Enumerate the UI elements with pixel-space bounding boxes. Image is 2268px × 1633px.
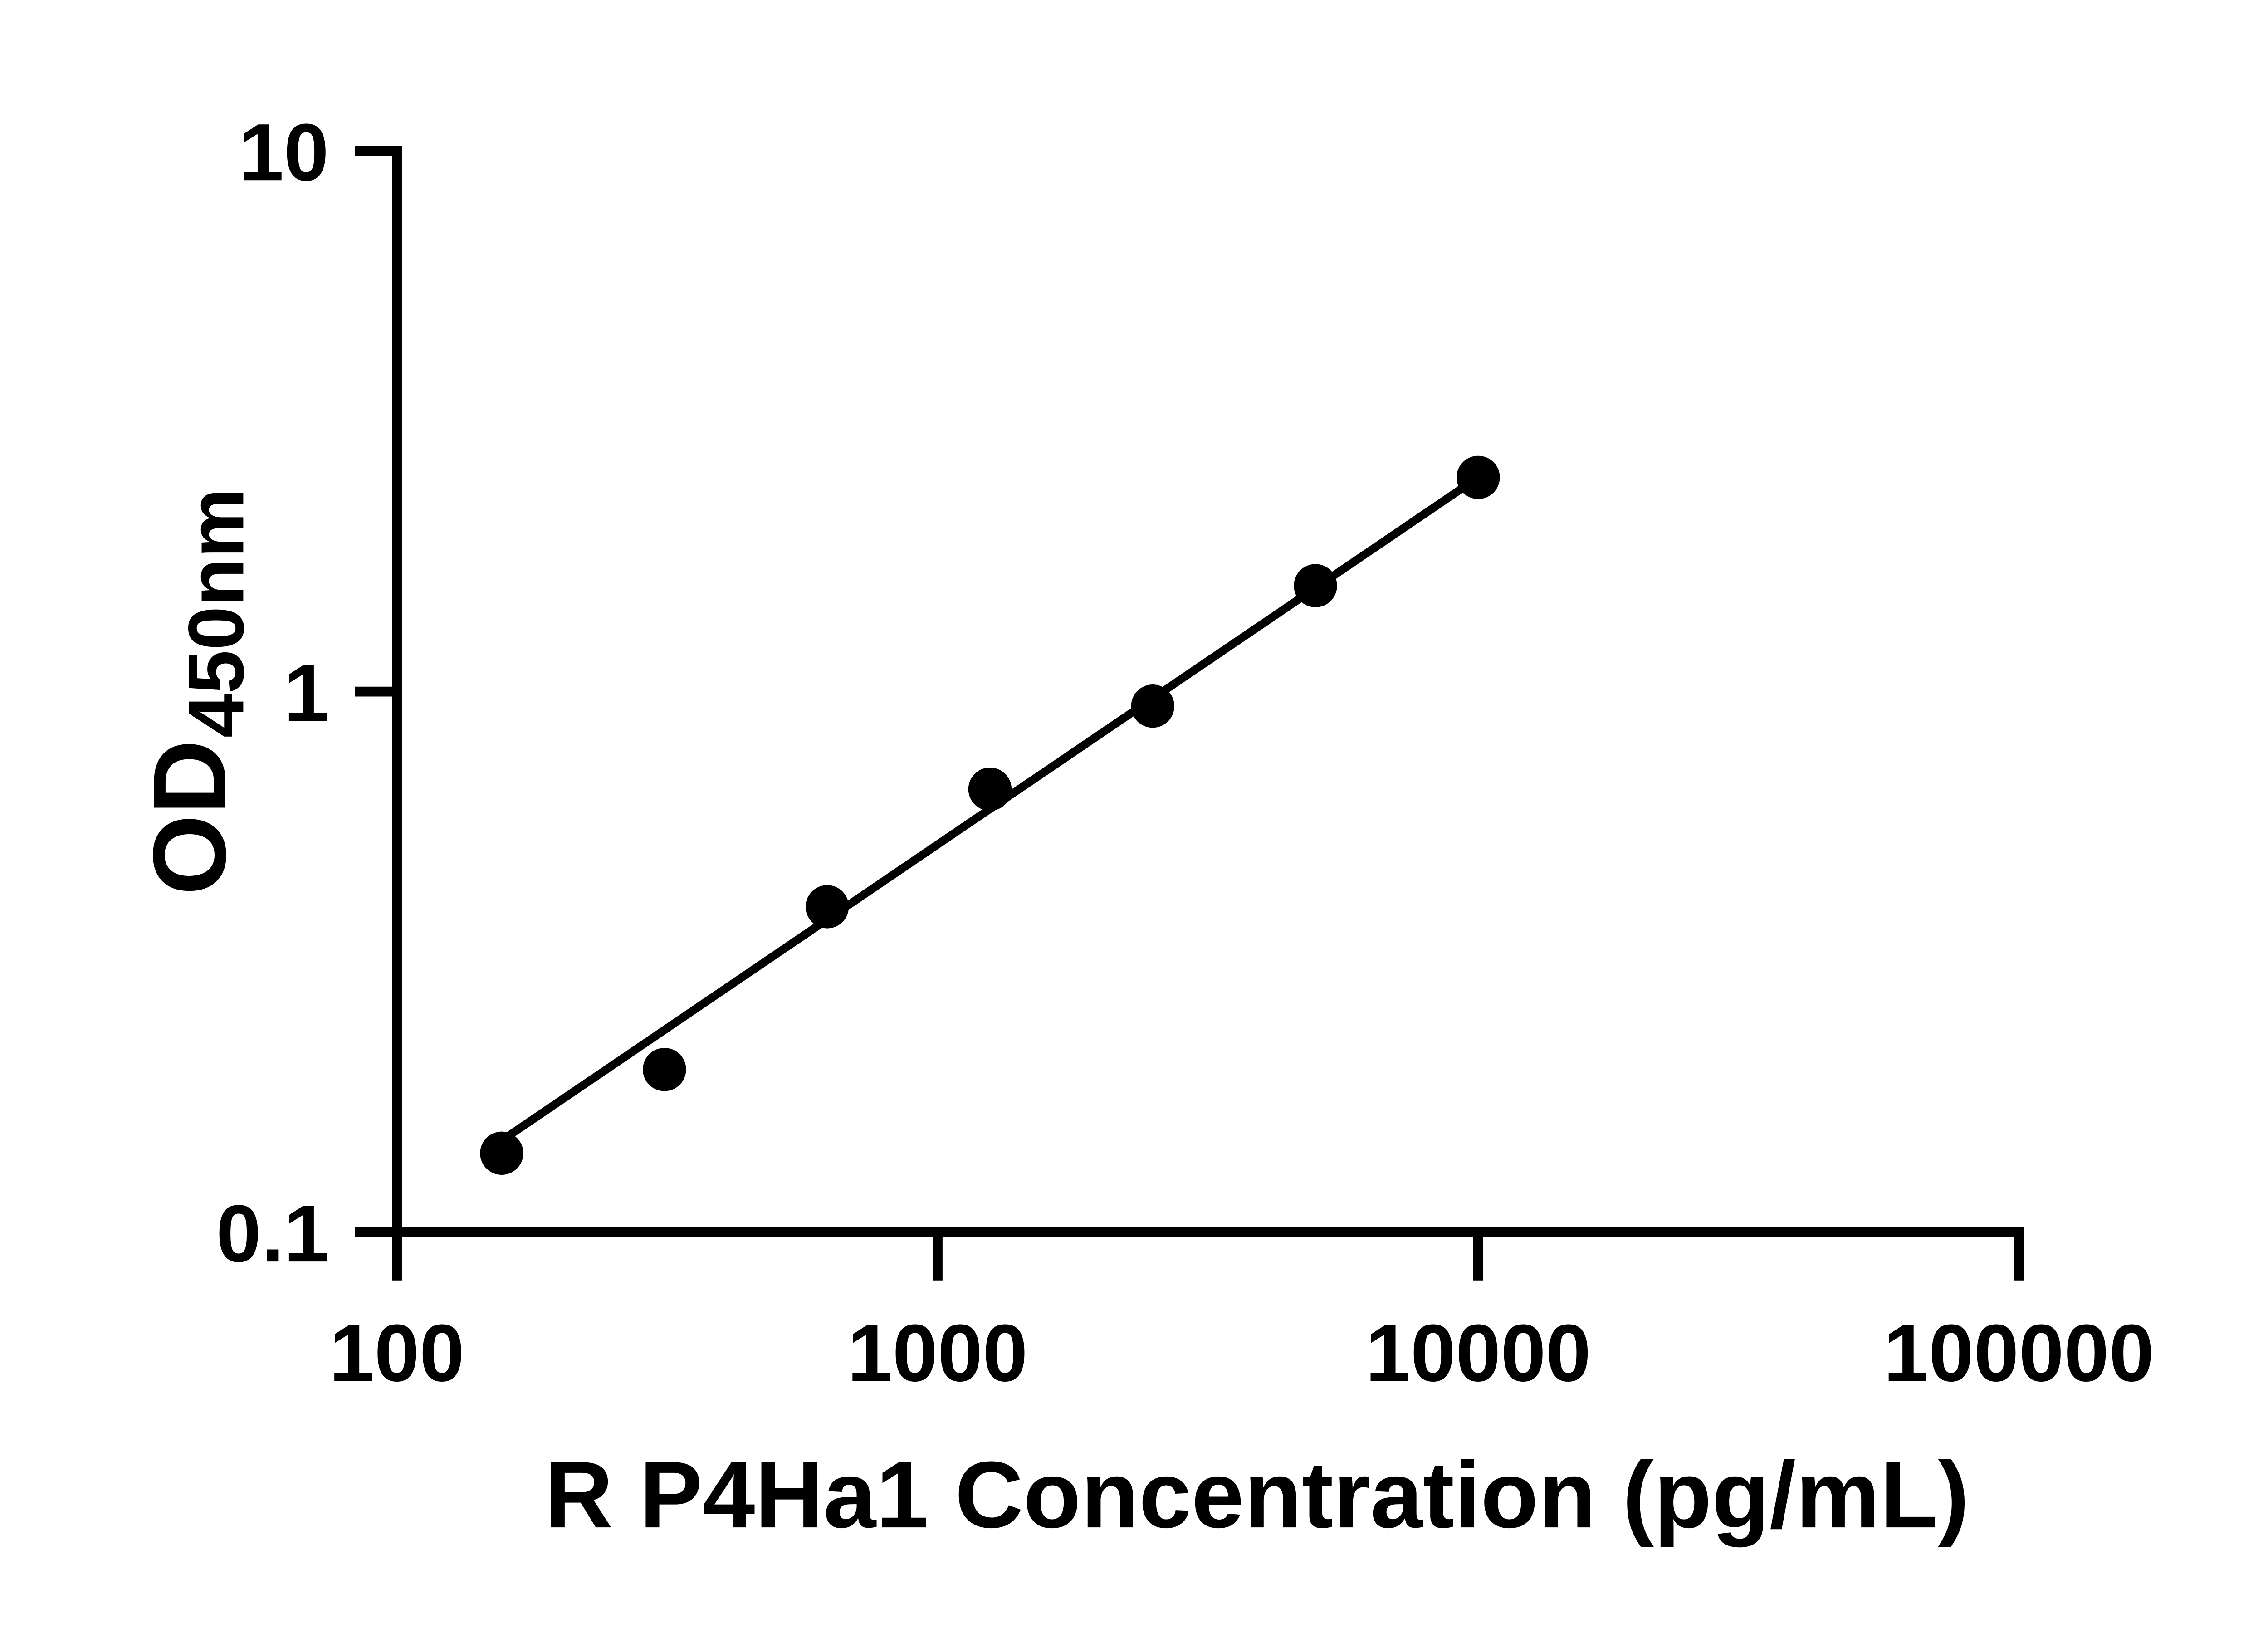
- y-axis-title-main: OD: [132, 740, 248, 895]
- x-tick-label: 100000: [1883, 1307, 2154, 1398]
- y-axis: 10 1 0.1: [216, 107, 402, 1279]
- x-tick-label: 1000: [847, 1307, 1028, 1398]
- data-point: [805, 885, 849, 929]
- y-tick-label: 10: [239, 107, 329, 197]
- data-point: [643, 1048, 686, 1091]
- x-tick-label: 10000: [1365, 1307, 1591, 1398]
- data-point: [1457, 455, 1500, 499]
- data-points-group: [480, 455, 1500, 1175]
- data-point: [1131, 684, 1174, 728]
- y-tick-label: 1: [284, 647, 329, 738]
- data-point: [480, 1131, 523, 1175]
- y-tick-label: 0.1: [216, 1188, 329, 1279]
- x-axis: 100 1000 10000 100000: [329, 1227, 2154, 1398]
- data-point: [968, 768, 1012, 811]
- y-axis-title: OD 450nm: [132, 488, 260, 895]
- y-axis-title-subscript: 450nm: [172, 488, 260, 738]
- x-tick-label: 100: [329, 1307, 464, 1398]
- data-point: [1294, 564, 1337, 607]
- x-axis-title: R P4Ha1 Concentration (pg/mL): [545, 1442, 1970, 1548]
